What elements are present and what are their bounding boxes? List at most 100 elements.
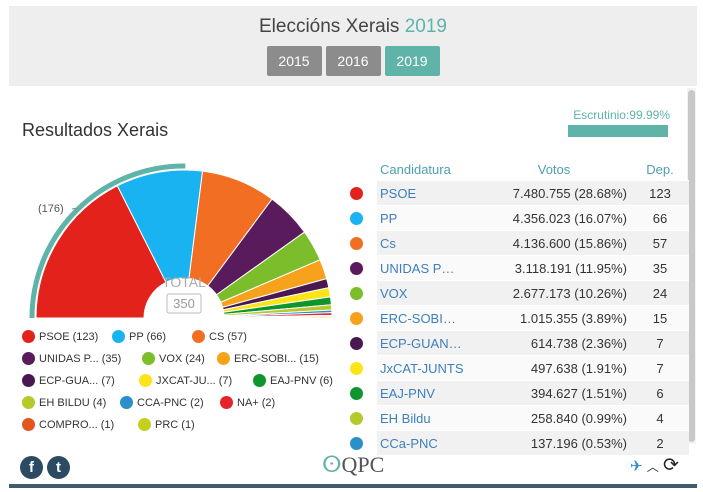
party-name[interactable]: JxCAT-JUNTS: [377, 355, 477, 381]
majority-label: (176): [38, 203, 64, 215]
party-votes: 497.638 (1.91%): [477, 355, 631, 381]
party-dot-icon: [350, 336, 363, 350]
year-button-2016[interactable]: 2016: [325, 46, 381, 76]
party-votes: 4.136.600 (15.86%): [477, 230, 631, 256]
legend-label: NA+ (2): [237, 397, 276, 409]
table-row[interactable]: ERC-SOBI… 1.015.355 (3.89%) 15: [350, 305, 689, 331]
scrutiny-label: Escrutinio:99.99%: [573, 108, 670, 122]
party-votes: 258.840 (0.99%): [477, 405, 631, 431]
party-color-cell: [350, 405, 377, 431]
qpc-logo: ⵙQPC: [322, 452, 384, 478]
party-seats: 123: [631, 180, 689, 206]
party-name[interactable]: ECP-GUAN…: [377, 330, 477, 356]
party-name[interactable]: PP: [377, 205, 477, 231]
legend-dot-icon: [22, 418, 35, 431]
year-button-2015[interactable]: 2015: [266, 46, 322, 76]
party-seats: 15: [631, 305, 689, 331]
party-seats: 7: [631, 355, 689, 381]
table-row[interactable]: EAJ-PNV 394.627 (1.51%) 6: [350, 380, 689, 406]
table-row[interactable]: Cs 4.136.600 (15.86%) 57: [350, 230, 689, 256]
party-color-cell: [350, 380, 377, 406]
table-row[interactable]: CCa-PNC 137.196 (0.53%) 2: [350, 430, 689, 455]
party-seats: 24: [631, 280, 689, 306]
total-seats-value: 350: [173, 296, 195, 311]
party-dot-icon: [350, 386, 363, 400]
legend-item: PRC (1): [138, 418, 195, 431]
party-color-cell: [350, 430, 377, 455]
party-dot-icon: [350, 186, 363, 200]
party-dot-icon: [350, 361, 363, 375]
title-text: Eleccións Xerais: [258, 16, 400, 37]
table-row[interactable]: VOX 2.677.173 (10.26%) 24: [350, 280, 689, 306]
party-votes: 137.196 (0.53%): [477, 430, 631, 455]
toolbar: ✈ ︿ ⟳: [630, 454, 679, 477]
table-row[interactable]: UNIDAS P… 3.118.191 (11.95%) 35: [350, 255, 689, 281]
legend-label: COMPRO... (1): [39, 419, 115, 431]
legend-dot-icon: [217, 352, 230, 365]
results-table: Candidatura Votos Dep. PSOE 7.480.755 (28…: [350, 158, 689, 455]
party-name[interactable]: CCa-PNC: [377, 430, 477, 455]
legend-dot-icon: [112, 330, 125, 343]
chevron-up-icon[interactable]: ︿: [646, 460, 659, 474]
table-row[interactable]: JxCAT-JUNTS 497.638 (1.91%) 7: [350, 355, 689, 381]
legend-item: JXCAT-JU... (7): [139, 374, 232, 387]
legend-label: PSOE (123): [39, 331, 99, 343]
party-color-cell: [350, 205, 377, 231]
party-color-cell: [350, 305, 377, 331]
party-votes: 394.627 (1.51%): [477, 380, 631, 406]
logo-mark-icon: ⵙ: [322, 452, 342, 477]
party-name[interactable]: VOX: [377, 280, 477, 306]
party-name[interactable]: ERC-SOBI…: [377, 305, 477, 331]
facebook-icon[interactable]: f: [20, 456, 43, 479]
party-dot-icon: [350, 436, 363, 450]
legend-label: JXCAT-JU... (7): [156, 375, 233, 387]
party-name[interactable]: EH Bildu: [377, 405, 477, 431]
legend-label: ECP-GUA... (7): [39, 375, 115, 387]
legend-dot-icon: [22, 330, 35, 343]
legend-dot-icon: [253, 374, 266, 387]
twitter-icon[interactable]: t: [47, 456, 70, 479]
legend-dot-icon: [120, 396, 133, 409]
legend-label: PRC (1): [155, 419, 195, 431]
table-row[interactable]: PP 4.356.023 (16.07%) 66: [350, 205, 689, 231]
header-spacer: [350, 158, 377, 181]
footer-bar: [9, 484, 697, 488]
page-title: Eleccións Xerais 2019: [9, 16, 697, 38]
legend-item: ECP-GUA... (7): [22, 374, 115, 387]
party-name[interactable]: PSOE: [377, 180, 477, 206]
table-row[interactable]: EH Bildu 258.840 (0.99%) 4: [350, 405, 689, 431]
legend-item: PSOE (123): [22, 330, 98, 343]
party-name[interactable]: UNIDAS P…: [377, 255, 477, 281]
scrollbar-thumb[interactable]: [688, 90, 695, 442]
legend-item: VOX (24): [142, 352, 205, 365]
legend-label: EAJ-PNV (6): [270, 375, 333, 387]
party-dot-icon: [350, 311, 363, 325]
header: Eleccións Xerais 2019 2015 2016 2019: [9, 6, 697, 86]
legend-label: CS (57): [209, 331, 247, 343]
party-dot-icon: [350, 261, 363, 275]
legend-label: VOX (24): [159, 353, 205, 365]
party-dot-icon: [350, 211, 363, 225]
table-header-row: Candidatura Votos Dep.: [350, 158, 689, 181]
party-name[interactable]: Cs: [377, 230, 477, 256]
party-seats: 57: [631, 230, 689, 256]
refresh-icon[interactable]: ⟳: [662, 455, 679, 476]
party-dot-icon: [350, 411, 363, 425]
slice-prc[interactable]: [223, 316, 333, 319]
table-row[interactable]: PSOE 7.480.755 (28.68%) 123: [350, 180, 689, 206]
header-votes: Votos: [537, 161, 571, 177]
scrollbar[interactable]: [687, 88, 696, 444]
party-name[interactable]: EAJ-PNV: [377, 380, 477, 406]
satellite-icon[interactable]: ✈: [630, 458, 643, 475]
table-row[interactable]: ECP-GUAN… 614.738 (2.36%) 7: [350, 330, 689, 356]
seats-hemicycle-chart: (176) TOTAL 350: [29, 163, 333, 319]
legend-label: EH BILDU (4): [39, 397, 107, 409]
party-seats: 4: [631, 405, 689, 431]
header-seats: Dep.: [646, 161, 674, 177]
party-color-cell: [350, 355, 377, 381]
party-dot-icon: [350, 286, 363, 300]
party-votes: 4.356.023 (16.07%): [477, 205, 631, 231]
legend-item: COMPRO... (1): [22, 418, 114, 431]
legend-dot-icon: [138, 418, 151, 431]
year-button-2019[interactable]: 2019: [384, 46, 440, 76]
